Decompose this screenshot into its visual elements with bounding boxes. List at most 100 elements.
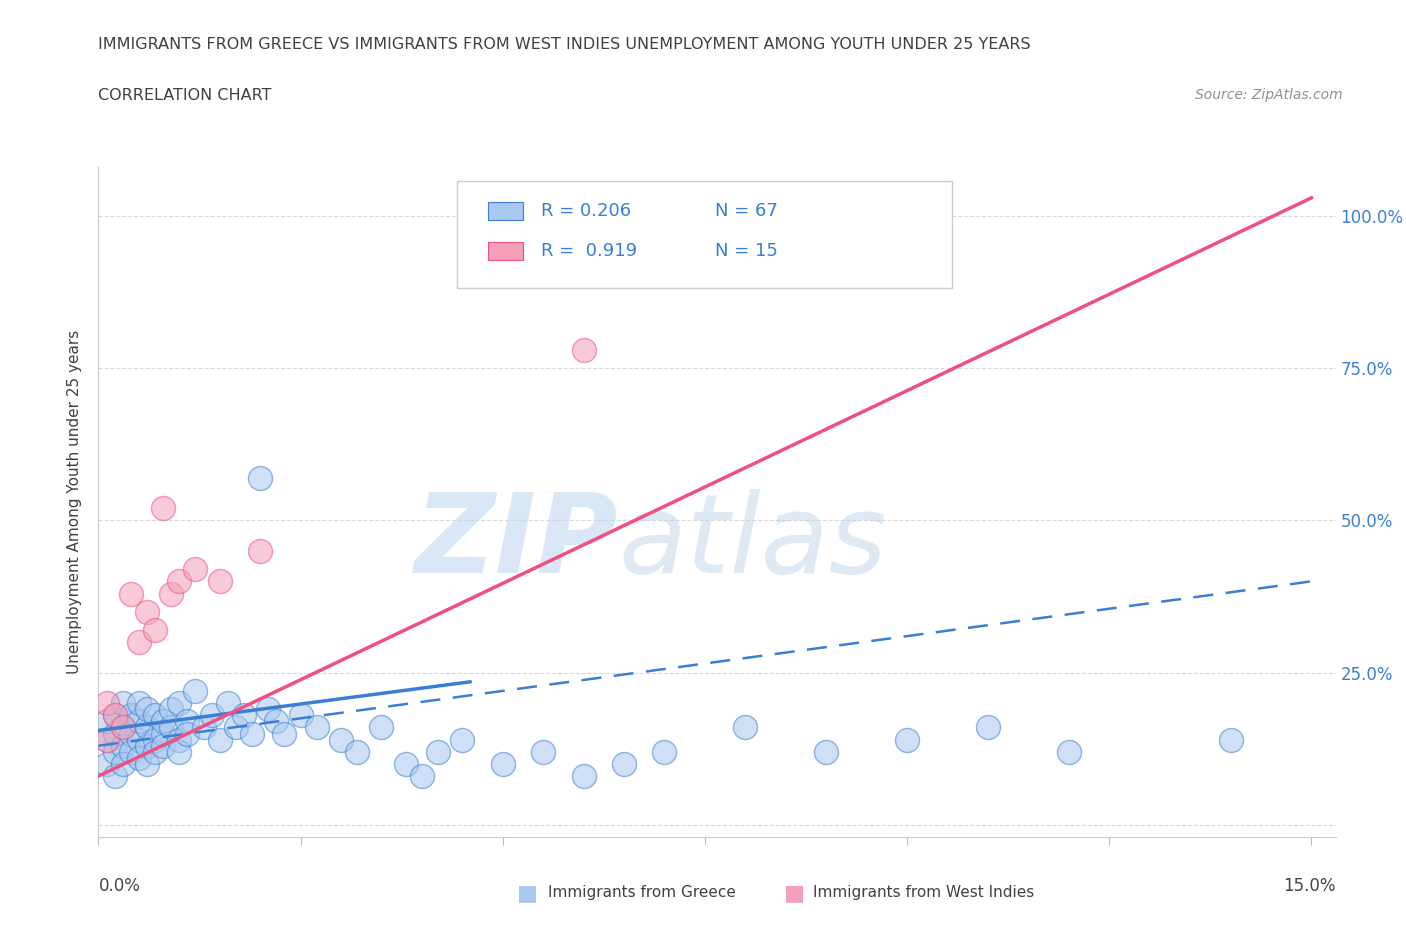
Y-axis label: Unemployment Among Youth under 25 years: Unemployment Among Youth under 25 years <box>67 330 83 674</box>
Point <box>128 714 150 729</box>
Point <box>531 744 554 759</box>
Text: ZIP: ZIP <box>415 489 619 596</box>
Point <box>136 604 159 619</box>
Point <box>176 714 198 729</box>
Point <box>451 732 474 747</box>
Point <box>96 714 118 729</box>
Point <box>395 756 418 771</box>
Point <box>104 708 127 723</box>
Point <box>96 756 118 771</box>
Point <box>160 702 183 717</box>
Text: N = 67: N = 67 <box>714 202 778 219</box>
Point <box>128 635 150 650</box>
Point <box>225 720 247 735</box>
Point <box>120 744 142 759</box>
Text: Source: ZipAtlas.com: Source: ZipAtlas.com <box>1195 88 1343 102</box>
Bar <box>488 202 523 220</box>
Point <box>136 720 159 735</box>
Point <box>143 732 166 747</box>
Point <box>143 708 166 723</box>
Point <box>96 732 118 747</box>
Text: Immigrants from Greece: Immigrants from Greece <box>548 885 737 900</box>
Point <box>169 574 191 589</box>
Point <box>136 738 159 753</box>
Point <box>143 744 166 759</box>
Point <box>160 720 183 735</box>
Bar <box>488 242 523 260</box>
Point <box>104 769 127 784</box>
Text: 15.0%: 15.0% <box>1284 877 1336 896</box>
Point <box>128 732 150 747</box>
Point <box>249 471 271 485</box>
Text: 0.0%: 0.0% <box>98 877 141 896</box>
Point <box>1057 744 1080 759</box>
FancyBboxPatch shape <box>457 180 952 288</box>
Point <box>104 708 127 723</box>
Point <box>290 708 312 723</box>
Point <box>176 726 198 741</box>
Text: CORRELATION CHART: CORRELATION CHART <box>98 88 271 103</box>
Point <box>370 720 392 735</box>
Point <box>104 744 127 759</box>
Point <box>184 684 207 698</box>
Text: N = 15: N = 15 <box>714 242 778 260</box>
Point <box>734 720 756 735</box>
Point <box>233 708 256 723</box>
Text: Immigrants from West Indies: Immigrants from West Indies <box>813 885 1033 900</box>
Point <box>96 696 118 711</box>
Point <box>240 726 263 741</box>
Point <box>572 342 595 357</box>
Point <box>111 756 134 771</box>
Point <box>346 744 368 759</box>
Point <box>128 696 150 711</box>
Point <box>136 756 159 771</box>
Point <box>427 744 450 759</box>
Point <box>266 714 288 729</box>
Text: IMMIGRANTS FROM GREECE VS IMMIGRANTS FROM WEST INDIES UNEMPLOYMENT AMONG YOUTH U: IMMIGRANTS FROM GREECE VS IMMIGRANTS FRO… <box>98 37 1031 52</box>
Point <box>193 720 215 735</box>
Point <box>169 744 191 759</box>
Point <box>169 732 191 747</box>
Point <box>257 702 280 717</box>
Point <box>128 751 150 765</box>
Point <box>184 562 207 577</box>
Point <box>896 732 918 747</box>
Point <box>201 708 224 723</box>
Point <box>654 744 676 759</box>
Point <box>305 720 328 735</box>
Point <box>249 543 271 558</box>
Point <box>160 586 183 601</box>
Point <box>152 501 174 516</box>
Point <box>152 714 174 729</box>
Point <box>111 720 134 735</box>
Point <box>111 696 134 711</box>
Point <box>120 726 142 741</box>
Point <box>492 756 515 771</box>
Point <box>977 720 1000 735</box>
Point <box>120 586 142 601</box>
Point <box>217 696 239 711</box>
Point <box>104 726 127 741</box>
Text: R = 0.206: R = 0.206 <box>541 202 631 219</box>
Point <box>152 738 174 753</box>
Point <box>152 726 174 741</box>
Point <box>111 738 134 753</box>
Point <box>136 702 159 717</box>
Text: R =  0.919: R = 0.919 <box>541 242 637 260</box>
Point <box>572 769 595 784</box>
Text: ■: ■ <box>785 883 804 903</box>
Point <box>1219 732 1241 747</box>
Text: ■: ■ <box>517 883 537 903</box>
Point <box>208 732 231 747</box>
Text: atlas: atlas <box>619 489 887 596</box>
Point <box>411 769 433 784</box>
Point <box>120 708 142 723</box>
Point <box>815 744 838 759</box>
Point <box>273 726 295 741</box>
Point <box>613 756 636 771</box>
Point <box>96 732 118 747</box>
Point <box>143 622 166 637</box>
Point <box>111 720 134 735</box>
Point <box>330 732 353 747</box>
Point <box>208 574 231 589</box>
